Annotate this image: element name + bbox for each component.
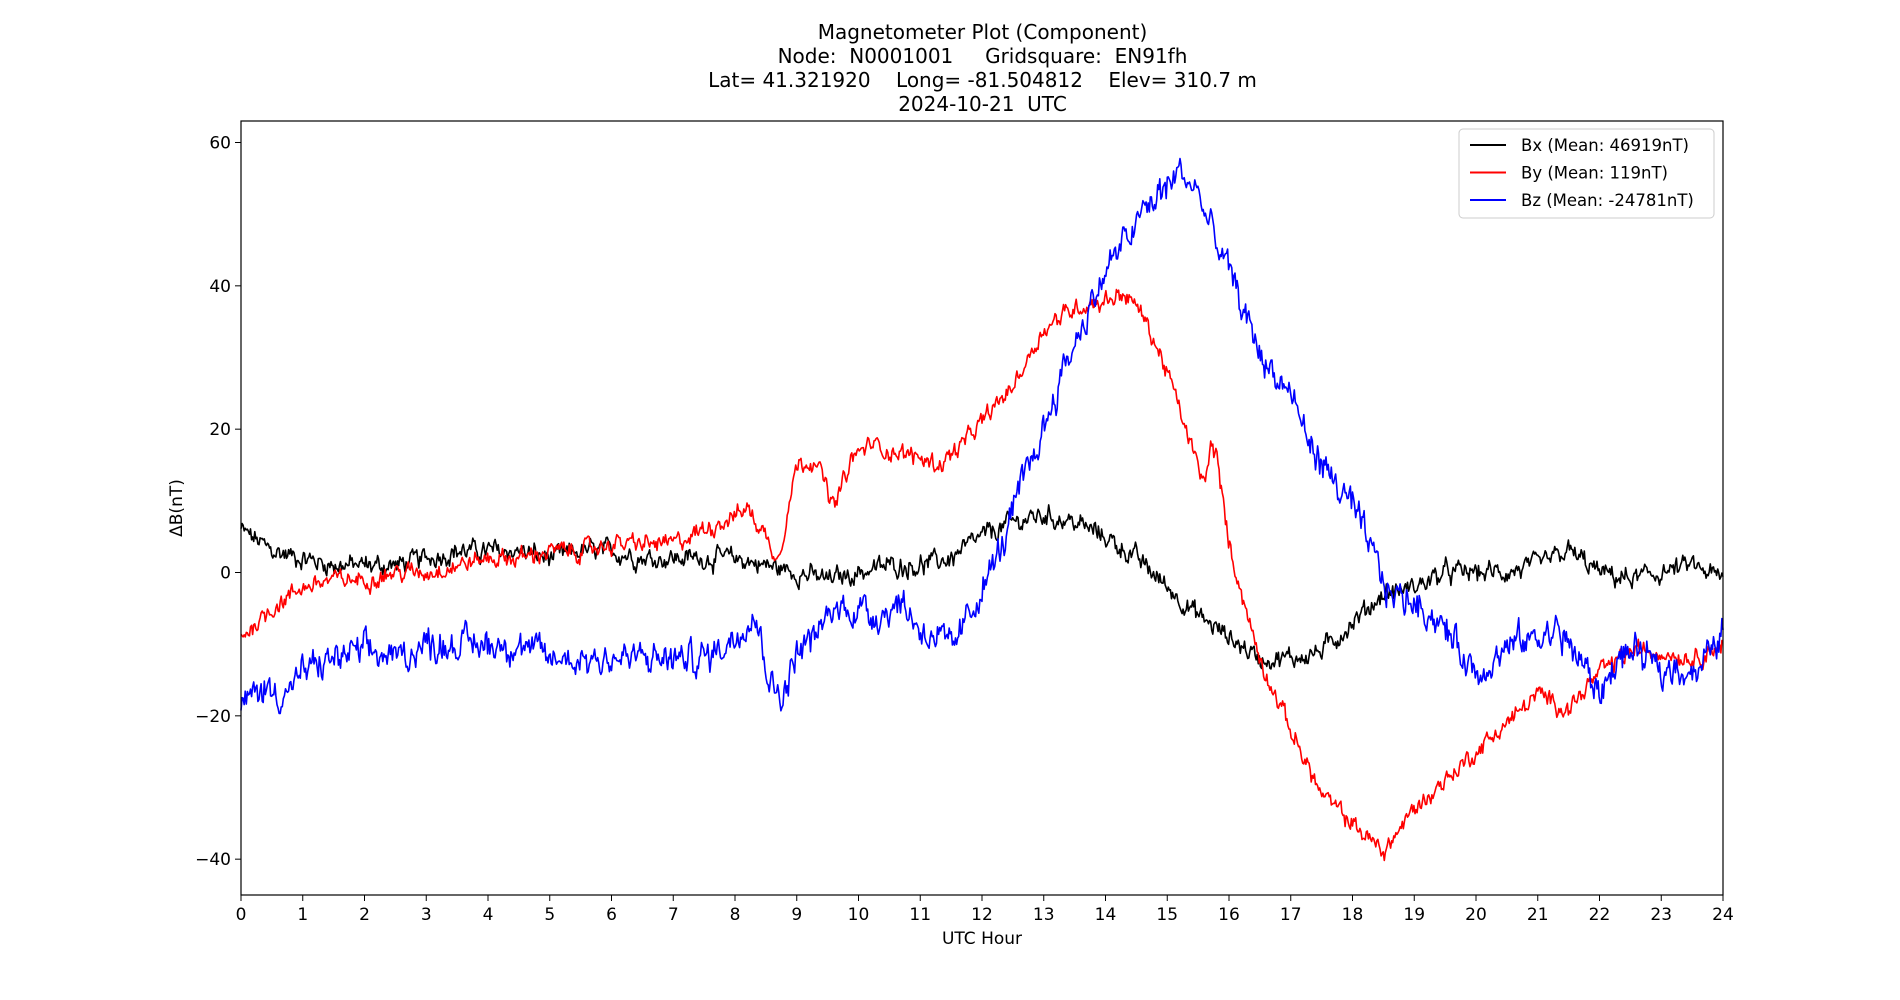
x-tick-label: 4 [483,905,494,925]
x-tick-label: 11 [909,905,931,925]
x-axis-label: UTC Hour [942,929,1022,949]
y-tick-label: 20 [209,420,231,440]
x-tick-label: 14 [1095,905,1117,925]
x-tick-label: 21 [1527,905,1549,925]
x-tick-label: 1 [297,905,308,925]
chart-subtitle-node: Node: N0001001 Gridsquare: EN91fh [777,44,1188,68]
chart-subtitle-date: 2024-10-21 UTC [898,92,1067,116]
x-tick-label: 0 [236,905,247,925]
x-tick-label: 22 [1589,905,1611,925]
y-tick-label: −40 [195,850,231,870]
x-tick-label: 23 [1650,905,1672,925]
series-line-bz [240,157,1724,715]
legend-label: Bz (Mean: -24781nT) [1521,191,1694,210]
x-tick-label: 5 [544,905,555,925]
y-tick-label: 60 [209,134,231,154]
legend-label: Bx (Mean: 46919nT) [1521,136,1689,155]
series-line-by [240,288,1724,862]
series-line-bx [240,504,1724,670]
x-tick-label: 16 [1218,905,1240,925]
x-tick-label: 13 [1033,905,1055,925]
x-tick-label: 10 [848,905,870,925]
x-tick-label: 8 [730,905,741,925]
y-tick-label: −20 [195,707,231,727]
x-tick-label: 3 [421,905,432,925]
y-axis-label: ΔB(nT) [167,479,187,537]
x-tick-label: 2 [359,905,370,925]
x-tick-label: 12 [971,905,993,925]
y-tick-label: 0 [220,564,231,584]
x-tick-label: 19 [1403,905,1425,925]
x-tick-label: 17 [1280,905,1302,925]
series-layer [240,157,1724,862]
x-tick-label: 7 [668,905,679,925]
chart-title: Magnetometer Plot (Component) [817,20,1148,44]
x-axis: 0 1 2 3 4 5 6 7 8 9 10 11 12 13 14 15 16 17 18 19 20 21 22 23 24 [236,895,1734,925]
chart-subtitle-location: Lat= 41.321920 Long= -81.504812 Elev= 31… [708,68,1257,92]
legend-label: By (Mean: 119nT) [1521,164,1668,183]
y-axis: −40 −20 0 20 40 60 [195,134,241,870]
plot-frame [240,120,1724,896]
y-tick-label: 40 [209,277,231,297]
legend-box [1458,128,1715,219]
x-tick-label: 20 [1465,905,1487,925]
x-tick-label: 6 [606,905,617,925]
x-tick-label: 15 [1156,905,1178,925]
x-tick-label: 9 [791,905,802,925]
legend: Bx (Mean: 46919nT) By (Mean: 119nT) Bz (Me… [1458,128,1715,219]
x-tick-label: 18 [1342,905,1364,925]
x-tick-label: 24 [1712,905,1734,925]
